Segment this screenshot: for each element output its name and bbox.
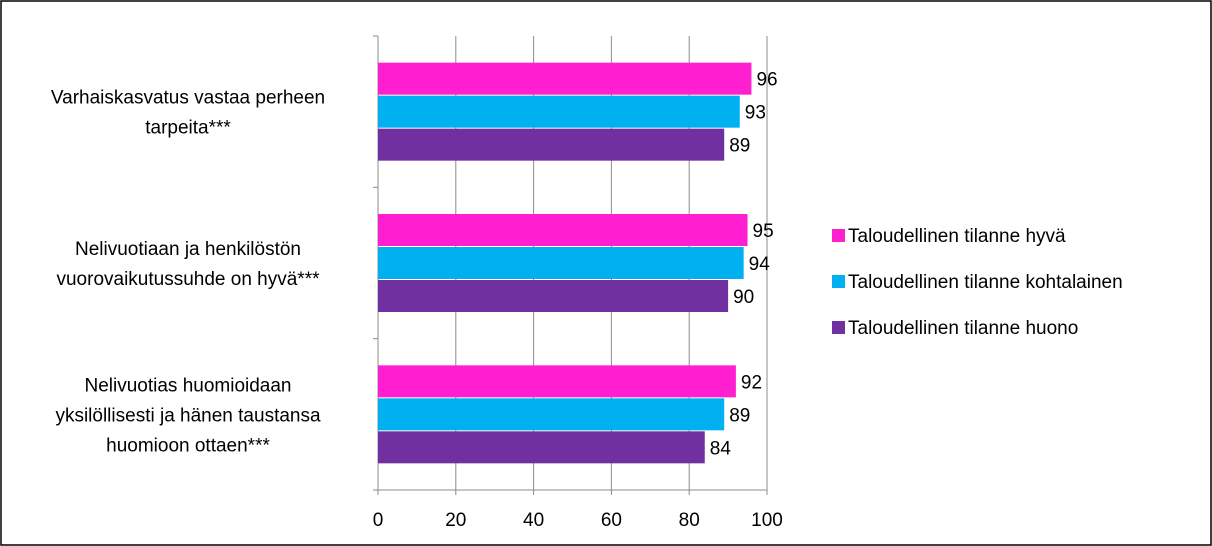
x-tick-label: 80: [679, 510, 700, 531]
x-tick-labels: 0 20 40 60 80 100: [373, 510, 783, 531]
legend-item: Taloudellinen tilanne kohtalainen: [832, 272, 1123, 293]
category-label-line: Varhaiskasvatus vastaa perheen: [51, 88, 325, 109]
category-label-line: vuorovaikutussuhde on hyvä***: [56, 269, 320, 290]
category-label-line: tarpeita***: [145, 118, 231, 139]
x-tick-label: 60: [601, 510, 622, 531]
legend-swatch-moderate: [832, 275, 845, 288]
legend: Taloudellinen tilanne hyvä Taloudellinen…: [832, 226, 1123, 339]
data-label: 89: [729, 136, 750, 157]
legend-swatch-good: [832, 229, 845, 242]
legend-label-moderate: Taloudellinen tilanne kohtalainen: [848, 272, 1123, 293]
x-tick-label: 0: [373, 510, 384, 531]
category-label: Varhaiskasvatus vastaa perheen tarpeita**…: [51, 88, 325, 139]
bar: [378, 95, 740, 128]
data-label: 93: [745, 103, 766, 124]
data-label: 90: [733, 287, 754, 308]
data-label: 96: [756, 70, 777, 91]
data-label: 95: [753, 221, 774, 242]
category-label-line: yksilöllisesti ja hänen taustansa: [55, 405, 321, 426]
category-label-line: Nelivuotias huomioidaan: [84, 375, 291, 396]
data-label: 84: [710, 438, 732, 459]
legend-item: Taloudellinen tilanne hyvä: [832, 226, 1066, 247]
bars: [378, 62, 752, 464]
bar: [378, 365, 736, 398]
category-label-line: Nelivuotiaan ja henkilöstön: [75, 239, 301, 260]
bar: [378, 431, 705, 464]
x-tick-label: 20: [445, 510, 466, 531]
data-label: 92: [741, 372, 762, 393]
data-label: 94: [749, 254, 771, 275]
category-labels: Varhaiskasvatus vastaa perheen tarpeita**…: [51, 88, 325, 457]
x-tick-label: 100: [751, 510, 783, 531]
category-label-line: huomioon ottaen***: [106, 435, 270, 456]
data-label: 89: [729, 405, 750, 426]
legend-swatch-poor: [832, 321, 845, 334]
bar: [378, 280, 729, 312]
x-tick-label: 40: [523, 510, 544, 531]
data-labels: 96 93 89 95 94 90 92 89 84: [710, 70, 778, 460]
bar: [378, 214, 748, 246]
bar: [378, 247, 744, 279]
legend-label-good: Taloudellinen tilanne hyvä: [848, 226, 1066, 247]
bar: [378, 398, 725, 431]
category-label: Nelivuotias huomioidaan yksilöllisesti ja…: [55, 375, 321, 456]
bar: [378, 62, 752, 95]
legend-item: Taloudellinen tilanne huono: [832, 318, 1078, 339]
bar: [378, 128, 725, 161]
category-label: Nelivuotiaan ja henkilöstön vuorovaikutus…: [56, 239, 320, 290]
legend-label-poor: Taloudellinen tilanne huono: [848, 318, 1078, 339]
